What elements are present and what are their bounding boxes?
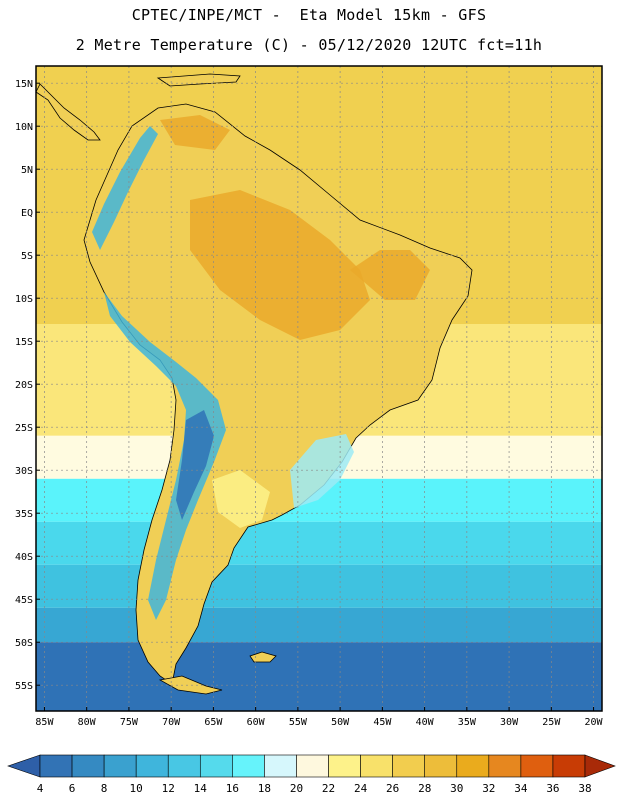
andes-core-cold bbox=[176, 410, 214, 520]
lon-tick-label: 85W bbox=[35, 717, 54, 728]
map-frame bbox=[35, 65, 603, 712]
lat-tick-label: 50S bbox=[15, 638, 33, 649]
lon-tick-label: 80W bbox=[78, 717, 97, 728]
lat-tick-label: 5N bbox=[21, 165, 33, 176]
lat-tick-label: 5S bbox=[21, 251, 33, 262]
ocean-band-7 bbox=[36, 642, 602, 711]
lon-tick-label: 55W bbox=[289, 717, 308, 728]
lon-tick-label: 30W bbox=[500, 717, 519, 728]
lat-lon-grid bbox=[36, 66, 602, 711]
lat-tick-label: 40S bbox=[15, 552, 33, 563]
colorbar-label: 14 bbox=[194, 782, 208, 795]
colorbar-swatch bbox=[71, 754, 105, 778]
amazon-hot-zone bbox=[190, 190, 370, 340]
colorbar-label: 12 bbox=[162, 782, 175, 795]
colorbar-label: 36 bbox=[546, 782, 559, 795]
lon-tick-label: 40W bbox=[416, 717, 435, 728]
colorbar-label: 32 bbox=[482, 782, 495, 795]
andes-north-cool bbox=[92, 126, 158, 250]
lon-tick-label: 50W bbox=[331, 717, 350, 728]
ocean-band-5 bbox=[36, 564, 602, 608]
colorbar-label: 28 bbox=[418, 782, 431, 795]
lon-tick-label: 20W bbox=[585, 717, 604, 728]
lon-tick-label: 75W bbox=[120, 717, 139, 728]
colorbar-swatch bbox=[264, 754, 297, 778]
colorbar-swatch bbox=[520, 754, 554, 778]
colorbar-swatch bbox=[135, 754, 169, 778]
lat-tick-label: 35S bbox=[15, 509, 33, 520]
colorbar-swatch bbox=[488, 754, 522, 778]
colorbar-swatch bbox=[103, 754, 137, 778]
colorbar-label: 38 bbox=[578, 782, 591, 795]
map-title-line2: 2 Metre Temperature (C) - 05/12/2020 12U… bbox=[75, 36, 543, 54]
map-title-line1: CPTEC/INPE/MCT - Eta Model 15km - GFS bbox=[131, 6, 487, 24]
colorbar-label: 16 bbox=[226, 782, 239, 795]
falkland-islands bbox=[249, 651, 277, 663]
colorbar-label: 24 bbox=[354, 782, 368, 795]
lon-tick-label: 45W bbox=[373, 717, 392, 728]
colorbar-label: 4 bbox=[37, 782, 44, 795]
lat-tick-label: 45S bbox=[15, 595, 33, 606]
venezuela-hot-zone bbox=[160, 115, 230, 150]
central-america bbox=[36, 83, 101, 141]
longitude-axis-labels: 85W 80W 75W 70W 65W 60W 55W 50W 45W 40W 35W 30W 25W 2… bbox=[35, 707, 604, 728]
lat-tick-label: 25S bbox=[15, 423, 33, 434]
caribbean-islands bbox=[156, 73, 241, 87]
lat-tick-label: EQ bbox=[21, 208, 33, 219]
lon-tick-label: 25W bbox=[542, 717, 561, 728]
lat-tick-label: 15S bbox=[15, 337, 33, 348]
lon-tick-label: 65W bbox=[204, 717, 223, 728]
south-brazil-cool bbox=[290, 434, 354, 508]
colorbar-swatch bbox=[167, 754, 201, 778]
colorbar-swatch bbox=[199, 754, 233, 778]
ocean-band-6 bbox=[36, 607, 602, 643]
colorbar-swatch bbox=[392, 754, 426, 778]
colorbar-over-arrow bbox=[584, 754, 616, 778]
lat-tick-label: 10N bbox=[15, 122, 33, 133]
colorbar-label: 20 bbox=[290, 782, 303, 795]
lon-tick-label: 60W bbox=[247, 717, 266, 728]
colorbar-label: 18 bbox=[258, 782, 271, 795]
colorbar-swatch bbox=[328, 754, 361, 778]
lat-tick-label: 10S bbox=[15, 294, 33, 305]
colorbar-label: 30 bbox=[450, 782, 463, 795]
temperature-colorbar: 4 6 8 10 12 14 16 18 20 22 24 26 28 30 32 34 36 38 bbox=[7, 754, 616, 795]
colorbar-label: 10 bbox=[130, 782, 143, 795]
colorbar-swatch bbox=[456, 754, 490, 778]
colorbar-label: 8 bbox=[101, 782, 108, 795]
lat-tick-label: 30S bbox=[15, 466, 33, 477]
colorbar-under-arrow bbox=[7, 754, 41, 778]
colorbar-label: 22 bbox=[322, 782, 335, 795]
lat-tick-label: 20S bbox=[15, 380, 33, 391]
colorbar-swatch bbox=[39, 754, 73, 778]
colorbar-swatch bbox=[296, 754, 329, 778]
colorbar-swatch bbox=[552, 754, 586, 778]
colorbar-swatch bbox=[424, 754, 458, 778]
latitude-axis-labels: 15N 10N 5N EQ 5S 10S 15S 20S 25S 30S 35S 40S 45S 50S 5… bbox=[15, 79, 40, 692]
ocean-band-4 bbox=[36, 521, 602, 565]
northeast-hot-zone bbox=[350, 250, 430, 300]
colorbar-swatch bbox=[232, 754, 265, 778]
colorbar-label: 6 bbox=[69, 782, 76, 795]
lon-tick-label: 70W bbox=[162, 717, 181, 728]
lat-tick-label: 55S bbox=[15, 681, 33, 692]
colorbar-label: 34 bbox=[514, 782, 528, 795]
lat-tick-label: 15N bbox=[15, 79, 33, 90]
colorbar-label: 26 bbox=[386, 782, 399, 795]
lon-tick-label: 35W bbox=[458, 717, 477, 728]
colorbar-swatch bbox=[360, 754, 393, 778]
